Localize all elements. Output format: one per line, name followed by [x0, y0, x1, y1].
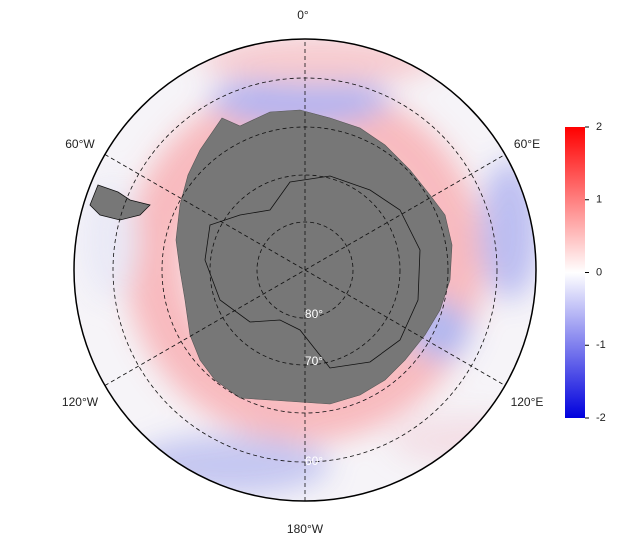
latitude-label: 60° [305, 454, 323, 468]
colorbar-tick-label: 1 [596, 194, 602, 206]
latitude-circle [256, 221, 354, 319]
longitude-label: 120°W [62, 395, 99, 409]
latitude-label: 70° [305, 354, 323, 368]
colorbar-tick-label: -1 [596, 339, 606, 351]
colorbar-tick-label: 2 [596, 121, 602, 133]
coastline [204, 175, 421, 369]
latitude-label: 80° [305, 307, 323, 321]
longitude-label: 60°E [514, 137, 540, 151]
longitude-label: 120°E [511, 395, 544, 409]
colorbar-tick-label: 0 [596, 266, 602, 278]
south-america-tip [89, 184, 151, 221]
longitude-label: 60°W [65, 137, 95, 151]
labels: 0° 60°E 120°E 180°W 120°W 60°W 80° 70° 60° 2 1 0 -1 -… [62, 8, 606, 536]
meridian [104, 154, 506, 386]
longitude-label: 0° [297, 8, 309, 22]
colorbar [565, 127, 585, 418]
map-border [73, 38, 537, 502]
colorbar-tick-label: -2 [596, 412, 606, 424]
graticule [104, 39, 506, 501]
longitude-label: 180°W [287, 522, 324, 536]
antarctica [175, 109, 453, 405]
